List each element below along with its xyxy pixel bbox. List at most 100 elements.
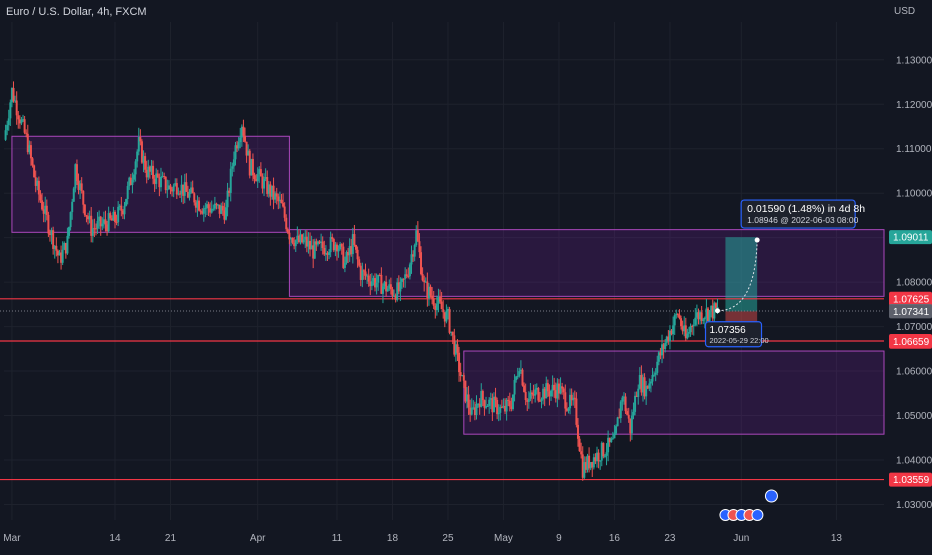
- candle-down: [532, 394, 535, 396]
- candle-down: [464, 380, 467, 402]
- candle-down: [391, 289, 394, 296]
- candle-down: [618, 417, 621, 419]
- candle-down: [662, 344, 665, 349]
- candle-down: [521, 369, 524, 386]
- candle-up: [689, 326, 692, 333]
- candle-up: [44, 205, 47, 214]
- candle-down: [261, 176, 264, 189]
- candle-up: [559, 386, 562, 394]
- candle-down: [678, 314, 681, 319]
- candle-up: [166, 189, 169, 191]
- candle-down: [597, 452, 600, 462]
- candle-down: [553, 384, 556, 391]
- candle-up: [454, 344, 457, 355]
- candle-up: [415, 230, 418, 245]
- candle-down: [451, 331, 454, 336]
- candle-down: [467, 394, 470, 408]
- candle-down: [448, 309, 451, 333]
- candle-up: [107, 213, 110, 232]
- candle-up: [683, 325, 686, 332]
- candle-down: [18, 119, 21, 124]
- candle-up: [686, 333, 689, 339]
- candle-down: [439, 297, 442, 302]
- price-tag-label: 1.09011: [893, 233, 929, 244]
- candle-up: [634, 395, 637, 412]
- candle-up: [91, 228, 94, 236]
- candle-up: [400, 278, 403, 282]
- candle-down: [305, 236, 308, 247]
- candle-up: [14, 100, 17, 102]
- candle-down: [318, 241, 321, 244]
- candle-down: [169, 185, 172, 190]
- candle-down: [580, 451, 583, 455]
- candle-up: [551, 384, 554, 391]
- candle-down: [374, 278, 377, 288]
- candle-up: [337, 249, 340, 252]
- candle-up: [250, 158, 253, 176]
- candle-up: [6, 125, 9, 131]
- candle-down: [462, 375, 465, 381]
- candle-down: [491, 398, 494, 413]
- candle-up: [488, 399, 491, 406]
- candle-up: [9, 102, 12, 119]
- candle-down: [588, 455, 591, 469]
- candle-down: [347, 252, 350, 256]
- candle-up: [196, 200, 199, 208]
- candle-down: [426, 281, 429, 299]
- candle-down: [83, 204, 86, 216]
- candle-down: [209, 208, 212, 213]
- candle-down: [17, 115, 20, 120]
- candle-up: [324, 253, 327, 255]
- candle-down: [191, 187, 194, 194]
- candle-down: [440, 301, 443, 310]
- candle-down: [323, 247, 326, 255]
- start-label-line1: 1.07356: [710, 325, 747, 336]
- candle-down: [85, 215, 88, 217]
- candle-up: [343, 262, 346, 268]
- candle-down: [564, 392, 567, 409]
- candle-down: [548, 391, 551, 397]
- candle-up: [126, 186, 129, 200]
- candle-down: [99, 216, 102, 227]
- candle-down: [591, 462, 594, 468]
- candle-up: [128, 177, 131, 187]
- x-tick-label: 14: [109, 533, 121, 544]
- candle-down: [275, 193, 278, 197]
- candle-up: [226, 190, 229, 208]
- candle-up: [299, 234, 302, 243]
- candle-down: [175, 183, 178, 195]
- candle-down: [236, 145, 239, 149]
- candle-up: [672, 325, 675, 335]
- candle-up: [258, 169, 261, 175]
- candle-up: [263, 178, 266, 189]
- candle-up: [155, 173, 158, 184]
- candle-down: [676, 314, 679, 316]
- candle-up: [232, 159, 235, 167]
- candle-down: [297, 235, 300, 243]
- candle-up: [648, 383, 651, 389]
- candle-down: [94, 228, 97, 230]
- candle-up: [274, 193, 277, 200]
- candle-down: [52, 230, 55, 249]
- candle-down: [245, 141, 248, 156]
- candle-down: [23, 119, 26, 133]
- candle-down: [494, 396, 497, 400]
- candle-up: [328, 252, 331, 255]
- candle-down: [312, 245, 315, 259]
- candle-up: [637, 388, 640, 397]
- candle-up: [408, 264, 411, 277]
- candle-down: [364, 271, 367, 276]
- candle-down: [624, 396, 627, 412]
- candle-down: [416, 230, 419, 242]
- candle-down: [546, 383, 549, 392]
- candle-down: [29, 145, 32, 159]
- candle-down: [576, 424, 579, 439]
- candle-down: [478, 403, 481, 407]
- candle-up: [393, 295, 396, 297]
- candle-up: [72, 188, 75, 202]
- y-tick-label: 1.06000: [896, 367, 932, 378]
- x-tick-label: 16: [609, 533, 621, 544]
- candle-down: [421, 274, 424, 281]
